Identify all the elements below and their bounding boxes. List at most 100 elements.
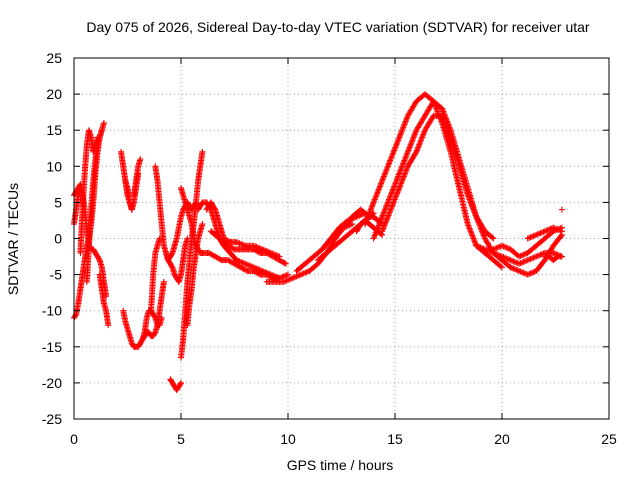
data-point	[228, 259, 235, 266]
tick-marks	[73, 57, 610, 420]
data-point	[524, 235, 531, 242]
data-point	[396, 184, 403, 191]
data-point	[484, 247, 491, 254]
data-point	[297, 271, 304, 278]
data-point	[442, 121, 449, 128]
data-point	[538, 229, 545, 236]
data-point	[256, 245, 263, 252]
data-point	[530, 269, 537, 276]
data-point	[558, 206, 565, 213]
data-point	[556, 227, 563, 234]
data-point	[534, 252, 541, 259]
data-point	[240, 260, 247, 267]
data-point	[376, 221, 383, 228]
data-point	[379, 228, 386, 235]
data-point	[280, 278, 287, 285]
data-point	[409, 135, 416, 142]
series-pass-16	[178, 148, 206, 361]
x-tick-label: 10	[280, 431, 296, 447]
data-point	[528, 233, 535, 240]
y-tick-labels: 25 20 15 10 5 0 -5 -10 -15 -20 -25	[42, 50, 62, 427]
data-point	[396, 183, 403, 190]
data-point	[551, 250, 558, 257]
data-point	[372, 193, 379, 200]
data-point	[390, 199, 397, 206]
data-point	[531, 232, 538, 239]
data-point	[235, 262, 242, 269]
data-point	[510, 265, 517, 272]
data-point	[486, 248, 493, 255]
data-point	[557, 233, 564, 240]
data-point	[508, 264, 515, 271]
data-point	[250, 246, 257, 253]
data-point	[476, 243, 483, 250]
series-pass-35	[558, 206, 565, 213]
data-point	[380, 210, 387, 217]
data-point	[387, 208, 394, 215]
data-point	[199, 148, 206, 155]
data-point	[477, 244, 484, 251]
data-point	[267, 252, 274, 259]
data-point	[404, 164, 411, 171]
data-point	[500, 243, 507, 250]
data-point	[212, 253, 219, 260]
data-point	[273, 255, 280, 262]
data-point	[374, 225, 381, 232]
data-point	[375, 223, 382, 230]
data-point	[553, 225, 560, 232]
data-point	[292, 274, 299, 281]
data-point	[378, 215, 385, 222]
data-point	[377, 218, 384, 225]
data-point	[272, 254, 279, 261]
data-point	[471, 238, 478, 245]
data-point	[417, 138, 424, 145]
data-point	[379, 177, 386, 184]
data-point	[468, 200, 475, 207]
data-point	[433, 105, 440, 112]
data-point	[392, 144, 399, 151]
data-point	[399, 127, 406, 134]
data-point	[381, 222, 388, 229]
data-point	[378, 179, 385, 186]
data-point	[474, 243, 481, 250]
data-point	[465, 193, 472, 200]
data-point	[528, 269, 535, 276]
data-point	[417, 137, 424, 144]
data-point	[387, 192, 394, 199]
data-point	[403, 117, 410, 124]
data-point	[467, 199, 474, 206]
data-point	[403, 166, 410, 173]
data-point	[403, 153, 410, 160]
data-point	[396, 169, 403, 176]
data-point	[249, 263, 256, 270]
data-point	[408, 140, 415, 147]
series-pass-32	[507, 231, 565, 278]
y-axis-label: SDTVAR / TECUs	[5, 183, 21, 295]
data-point	[374, 226, 381, 233]
data-point	[230, 260, 237, 267]
data-point	[402, 154, 409, 161]
data-point	[409, 137, 416, 144]
data-point	[403, 151, 410, 158]
data-point	[373, 228, 380, 235]
data-point	[225, 257, 232, 264]
data-point	[388, 153, 395, 160]
data-point	[520, 251, 527, 258]
data-point	[395, 186, 402, 193]
data-point	[371, 197, 378, 204]
data-point	[444, 125, 451, 132]
data-point	[254, 248, 261, 255]
data-point	[151, 313, 158, 320]
data-point	[554, 226, 561, 233]
data-point	[373, 192, 380, 199]
data-point	[443, 124, 450, 131]
data-point	[272, 273, 279, 280]
data-point	[282, 272, 289, 279]
data-point	[233, 239, 240, 246]
data-point	[526, 234, 533, 241]
data-point	[395, 135, 402, 142]
data-point	[391, 196, 398, 203]
data-point	[472, 212, 479, 219]
data-point	[445, 128, 452, 135]
data-point	[518, 252, 525, 259]
